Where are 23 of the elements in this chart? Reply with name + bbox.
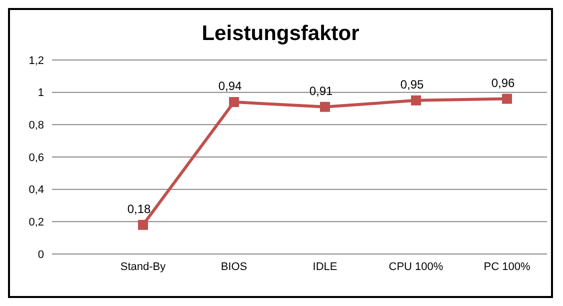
y-tick-label: 1,2 — [28, 54, 44, 67]
y-tick-label: 0 — [38, 248, 44, 261]
y-tick-label: 0,6 — [28, 152, 44, 164]
data-label: 0,96 — [491, 76, 515, 90]
data-label: 0,94 — [218, 79, 242, 94]
x-tick-label: CPU 100% — [388, 260, 444, 273]
point — [502, 94, 512, 104]
x-tick-label: PC 100% — [484, 260, 530, 273]
x-tick-label: Stand-By — [120, 260, 166, 273]
point — [411, 95, 421, 106]
point — [229, 97, 239, 108]
x-tick-label: IDLE — [312, 260, 338, 273]
y-tick-label: 0,8 — [28, 120, 44, 132]
chart-title: Leistungsfaktor — [200, 22, 360, 47]
data-label: 0,95 — [400, 77, 424, 92]
point — [138, 220, 148, 230]
y-tick-label: 0,2 — [28, 216, 44, 229]
y-tick-label: 0,4 — [28, 184, 44, 196]
data-label: 0,18 — [127, 202, 151, 216]
x-tick-label: BIOS — [220, 260, 248, 273]
point — [320, 102, 330, 112]
y-tick-label: 1 — [38, 87, 44, 100]
data-label: 0,91 — [309, 84, 333, 98]
